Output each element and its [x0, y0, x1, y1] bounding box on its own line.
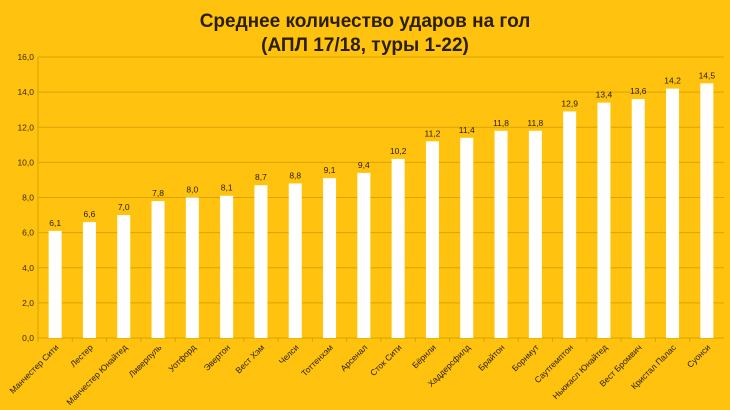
x-tick-label: Суонси	[685, 342, 713, 370]
bar	[185, 197, 199, 338]
data-label: 10,2	[390, 146, 407, 156]
title-line: Среднее количество ударов на гол	[199, 11, 531, 32]
data-label: 13,6	[630, 86, 647, 96]
bar	[631, 99, 645, 339]
data-label: 11,2	[424, 128, 440, 138]
y-tick-label: 14,0	[17, 87, 34, 97]
data-label: 11,8	[527, 118, 543, 128]
y-tick-label: 8,0	[22, 193, 34, 203]
x-tick-label: Тоттенхэм	[299, 342, 335, 378]
data-label: 7,0	[118, 202, 130, 212]
bar	[82, 222, 96, 338]
x-tick-label: Лестер	[68, 342, 95, 369]
chart-title: Среднее количество ударов на гол (АПЛ 17/…	[0, 10, 730, 58]
x-tick-label: Сток Сити	[368, 342, 404, 378]
bar	[700, 83, 714, 338]
data-label: 14,2	[664, 76, 681, 86]
bar	[288, 183, 302, 338]
data-label: 8,0	[186, 185, 198, 195]
x-tick-label: Челси	[277, 342, 301, 366]
data-label: 8,8	[289, 170, 301, 180]
data-label: 8,7	[255, 172, 267, 182]
data-label: 6,6	[84, 209, 96, 219]
data-label: 9,1	[324, 165, 336, 175]
x-tick-label: Манчестер Сити	[7, 342, 60, 395]
data-label: 7,8	[152, 188, 164, 198]
bar	[117, 215, 131, 338]
bar	[151, 201, 165, 338]
y-tick-label: 0,0	[22, 333, 34, 343]
data-label: 12,9	[561, 98, 578, 108]
x-tick-label: Уотфорд	[166, 342, 197, 373]
bar	[391, 158, 405, 338]
x-tick-label: Бёрнли	[410, 342, 438, 370]
y-tick-label: 4,0	[22, 263, 34, 273]
bar	[563, 111, 577, 338]
data-label: 14,5	[699, 70, 716, 80]
y-tick-label: 10,0	[17, 157, 34, 167]
bar	[254, 185, 268, 338]
y-tick-label: 12,0	[17, 122, 34, 132]
data-label: 11,8	[493, 118, 509, 128]
x-tick-label: Манчестер Юнайтед	[64, 342, 129, 407]
y-tick-label: 16,0	[17, 52, 34, 62]
bar	[666, 88, 680, 338]
bar	[425, 141, 439, 338]
bar	[597, 102, 611, 338]
y-tick-label: 6,0	[22, 228, 34, 238]
data-label: 8,1	[221, 183, 233, 193]
bar	[220, 195, 234, 338]
bar	[494, 130, 508, 338]
bar	[48, 230, 62, 338]
bar	[357, 172, 371, 338]
x-tick-label: Борнмут	[510, 342, 541, 373]
data-label: 6,1	[49, 218, 61, 228]
bar	[528, 130, 542, 338]
x-tick-label: Арсенал	[338, 342, 369, 373]
data-label: 9,4	[358, 160, 370, 170]
subtitle-line: (АПЛ 17/18, туры 1-22)	[261, 35, 469, 56]
data-label: 11,4	[459, 125, 475, 135]
x-tick-label: Ливерпуль	[127, 342, 164, 379]
y-tick-label: 2,0	[22, 298, 34, 308]
data-label: 13,4	[596, 90, 613, 100]
bar	[323, 178, 337, 338]
x-tick-label: Вест Хэм	[233, 342, 266, 375]
bar	[460, 137, 474, 338]
x-tick-label: Эвертон	[202, 342, 233, 373]
x-tick-label: Брайтон	[476, 342, 507, 373]
